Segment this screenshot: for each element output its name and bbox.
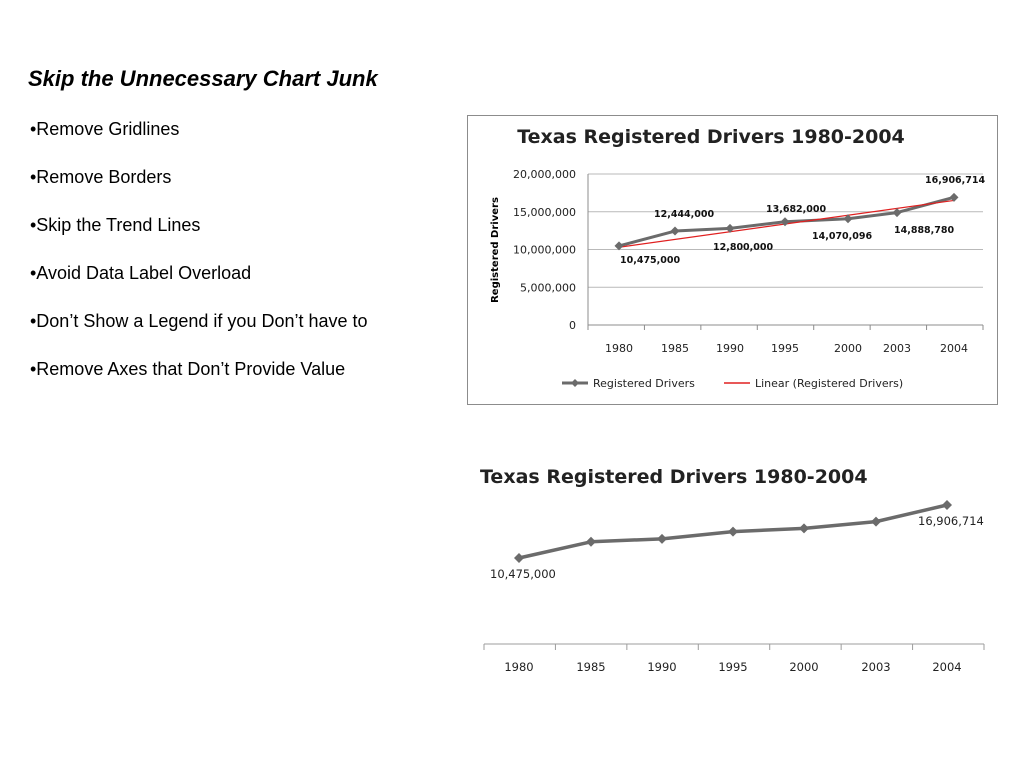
legend-series-label: Registered Drivers — [593, 377, 695, 390]
data-label: 12,444,000 — [654, 209, 714, 220]
data-label: 12,800,000 — [713, 242, 773, 253]
y-tick-label: 10,000,000 — [513, 244, 576, 257]
chart-clean: Texas Registered Drivers 1980-2004 1980 1… — [480, 466, 985, 674]
data-label: 16,906,714 — [918, 514, 984, 528]
bullet-item: •Remove Gridlines — [30, 119, 180, 139]
x-tick-label: 1990 — [647, 660, 676, 674]
data-label: 14,888,780 — [894, 225, 954, 236]
y-tick-label: 15,000,000 — [513, 206, 576, 219]
legend-trend-label: Linear (Registered Drivers) — [755, 377, 903, 390]
x-tick-label: 2003 — [861, 660, 890, 674]
data-point — [949, 192, 959, 202]
chart-title: Texas Registered Drivers 1980-2004 — [480, 466, 868, 488]
data-point — [728, 526, 738, 537]
y-axis-label: Registered Drivers — [490, 197, 501, 303]
x-tick-label: 2004 — [932, 660, 961, 674]
data-point — [657, 533, 667, 544]
x-tick-label: 2004 — [940, 342, 968, 355]
bullet-item: •Remove Borders — [30, 167, 172, 187]
y-tick-label: 20,000,000 — [513, 168, 576, 181]
data-point — [892, 208, 902, 218]
data-label: 16,906,714 — [925, 175, 985, 186]
data-point — [586, 536, 596, 547]
data-point — [799, 523, 809, 534]
bullet-item: •Avoid Data Label Overload — [30, 263, 252, 283]
y-tick-label: 5,000,000 — [520, 281, 576, 294]
x-tick-label: 2000 — [834, 342, 862, 355]
chart-title: Texas Registered Drivers 1980-2004 — [517, 126, 905, 148]
x-tick-label: 2000 — [789, 660, 818, 674]
x-tick-label: 1990 — [716, 342, 744, 355]
x-tick-label: 1985 — [576, 660, 605, 674]
bullet-list: •Remove Gridlines •Remove Borders •Skip … — [30, 118, 368, 406]
slide-title: Skip the Unnecessary Chart Junk — [28, 66, 378, 91]
legend-series-marker-icon — [571, 379, 579, 387]
x-tick-label: 1995 — [718, 660, 747, 674]
y-tick-label: 0 — [569, 319, 576, 332]
x-tick-label: 1980 — [504, 660, 533, 674]
bullet-item: •Remove Axes that Don’t Provide Value — [30, 359, 346, 379]
chart-cluttered: Texas Registered Drivers 1980-2004 Regis… — [490, 126, 985, 390]
data-point — [670, 226, 680, 236]
data-label: 10,475,000 — [620, 255, 680, 266]
data-label: 14,070,096 — [812, 231, 872, 242]
chart-frame — [467, 115, 998, 405]
x-tick-label: 1995 — [771, 342, 799, 355]
data-point — [942, 500, 952, 510]
data-label: 10,475,000 — [490, 567, 556, 581]
data-point — [514, 553, 524, 563]
x-tick-label: 1985 — [661, 342, 689, 355]
bullet-item: •Don’t Show a Legend if you Don’t have t… — [30, 311, 368, 331]
data-point — [871, 516, 881, 527]
data-point — [780, 217, 790, 227]
data-point — [614, 241, 624, 251]
legend: Registered Drivers Linear (Registered Dr… — [562, 377, 903, 390]
data-point — [725, 223, 735, 233]
x-tick-label: 1980 — [605, 342, 633, 355]
data-point — [843, 214, 853, 224]
bullet-item: •Skip the Trend Lines — [30, 215, 201, 235]
x-tick-label: 2003 — [883, 342, 911, 355]
data-label: 13,682,000 — [766, 204, 826, 215]
